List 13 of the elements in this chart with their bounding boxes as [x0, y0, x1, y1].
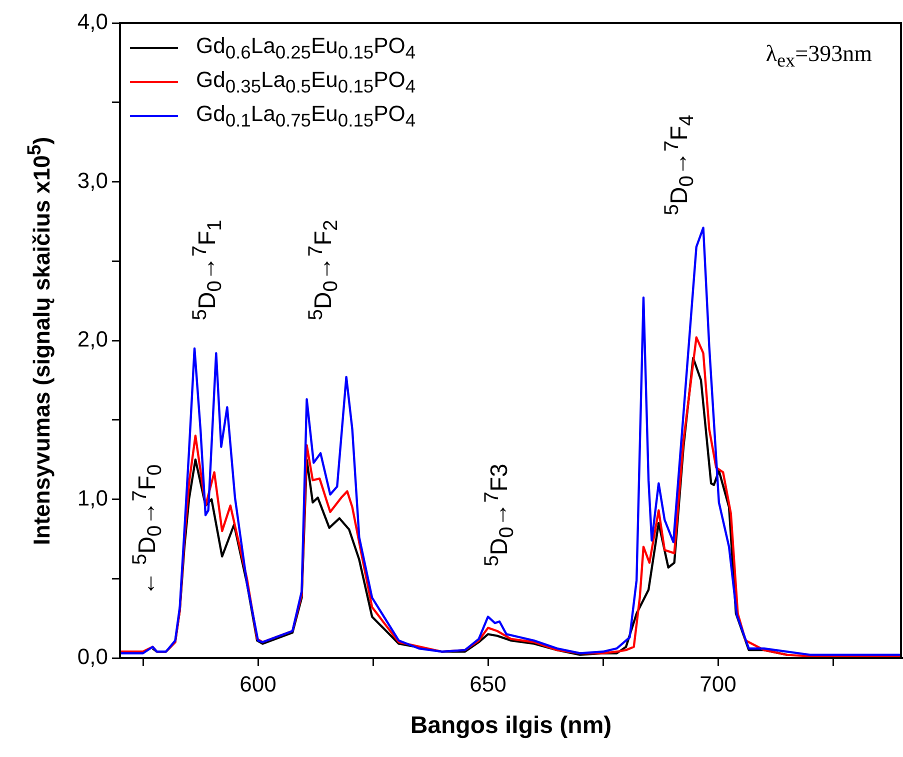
legend-label: Gd$_{0.1}$La$_{0.75}$Eu$_{0.15}$PO$_{4}$ — [196, 100, 416, 132]
legend-label: Gd$_{0.6}$La$_{0.25}$Eu$_{0.15}$PO$_{4}$ — [196, 32, 416, 64]
x-tick-label: 600 — [240, 671, 276, 696]
x-tick-label: 700 — [700, 671, 736, 696]
y-tick-label: 0,0 — [77, 644, 108, 670]
y-tick-label: 3,0 — [77, 168, 108, 193]
legend-label: Gd$_{0.35}$La$_{0.5}$Eu$_{0.15}$PO$_{4}$ — [196, 66, 416, 98]
y-tick-label: 2,0 — [77, 326, 108, 352]
x-axis-title: Bangos ilgis (nm) — [409, 712, 613, 740]
annotation: λ$_{ex}$=393nm — [766, 41, 872, 73]
y-tick-label: 4,0 — [77, 9, 108, 34]
x-tick-label: 650 — [470, 671, 506, 696]
y-tick-label: 1,0 — [77, 485, 108, 510]
